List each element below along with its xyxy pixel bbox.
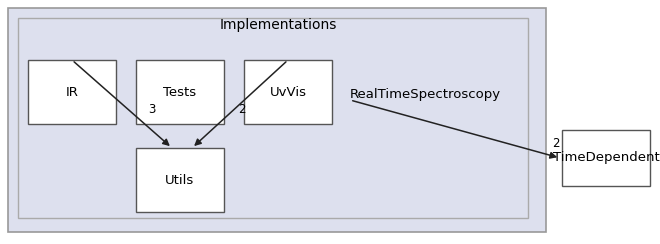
- Text: 3: 3: [148, 103, 155, 116]
- Text: IR: IR: [65, 85, 79, 99]
- Text: 2: 2: [552, 137, 560, 150]
- Bar: [28, 60, 116, 124]
- Bar: [8, 8, 546, 232]
- Text: Utils: Utils: [166, 173, 195, 186]
- Text: Tests: Tests: [164, 85, 197, 99]
- Text: 2: 2: [238, 103, 246, 116]
- Bar: [562, 130, 650, 186]
- Bar: [18, 18, 528, 218]
- Bar: [244, 60, 332, 124]
- Bar: [136, 60, 224, 124]
- Text: Implementations: Implementations: [219, 18, 337, 32]
- Text: UvVis: UvVis: [269, 85, 306, 99]
- Text: RealTimeSpectroscopy: RealTimeSpectroscopy: [350, 88, 501, 101]
- Text: TimeDependent: TimeDependent: [552, 152, 659, 164]
- Bar: [136, 148, 224, 212]
